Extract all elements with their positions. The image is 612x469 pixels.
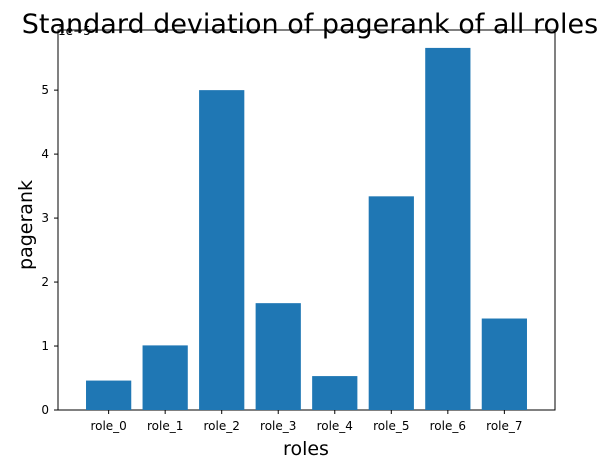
y-offset-label: 1e−5: [58, 24, 91, 38]
bar-role_4: [312, 376, 358, 410]
x-axis-label: roles: [283, 438, 329, 460]
y-tick-label: 2: [41, 275, 49, 289]
bar-role_7: [481, 318, 527, 410]
bars-group: [86, 47, 527, 410]
plot-frame: [57, 29, 556, 411]
bar-role_3: [255, 303, 301, 410]
x-ticks-group: role_0 role_1 role_2 role_3 role_4 role_5 role…: [90, 410, 523, 433]
x-tick-label: role_1: [147, 419, 183, 433]
bar-role_1: [142, 345, 188, 410]
y-tick-label: 5: [41, 83, 49, 97]
x-tick-label: role_3: [260, 419, 296, 433]
y-axis-label: pagerank: [15, 180, 37, 270]
x-tick-label: role_6: [430, 419, 466, 433]
bar-role_0: [86, 380, 132, 410]
y-tick-label: 0: [41, 403, 49, 417]
y-tick-label: 1: [41, 339, 49, 353]
bar-role_2: [199, 90, 245, 410]
y-tick-label: 4: [41, 147, 49, 161]
x-tick-label: role_5: [373, 419, 409, 433]
bar-role_5: [368, 196, 414, 410]
y-tick-label: 3: [41, 211, 49, 225]
x-tick-label: role_7: [486, 419, 522, 433]
y-ticks-group: 0 1 2 3 4 5: [41, 83, 58, 417]
bar-role_6: [425, 47, 471, 410]
chart-title: Standard deviation of pagerank of all ro…: [22, 9, 598, 40]
x-tick-label: role_0: [90, 419, 126, 433]
x-tick-label: role_4: [317, 419, 353, 433]
x-tick-label: role_2: [204, 419, 240, 433]
